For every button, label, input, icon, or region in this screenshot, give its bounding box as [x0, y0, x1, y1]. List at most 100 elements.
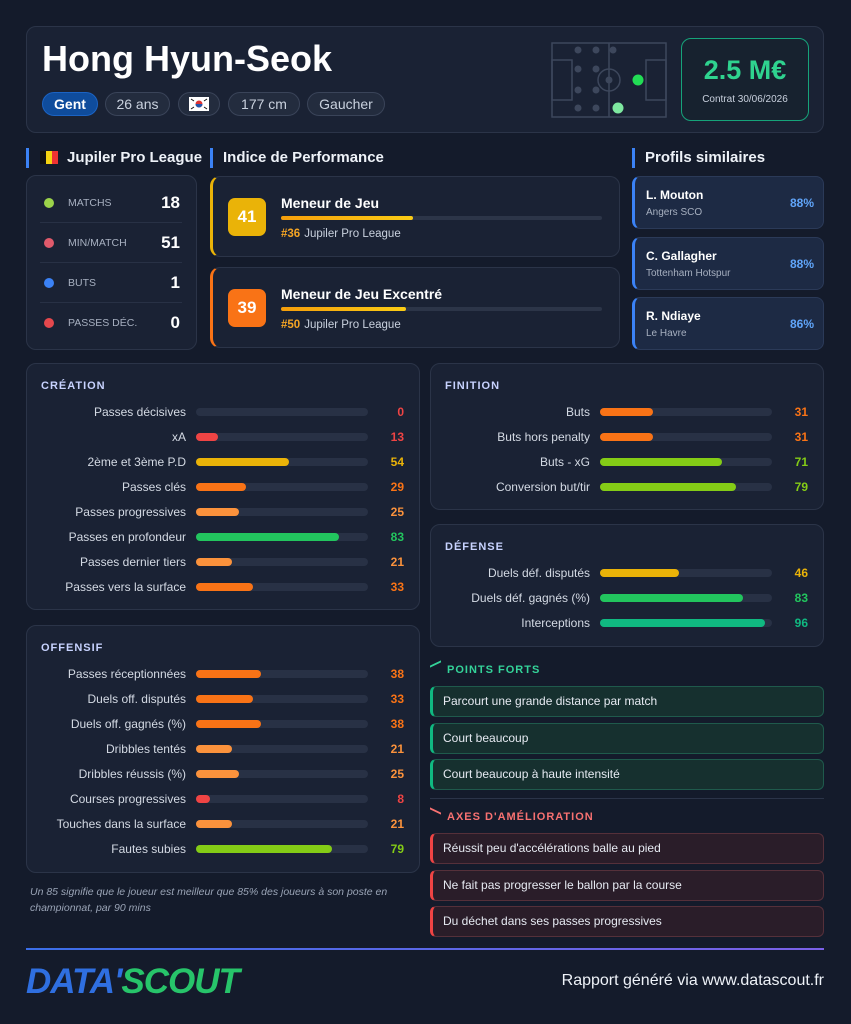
metric-label: Passes vers la surface	[65, 580, 186, 594]
metric-bar	[196, 720, 262, 728]
rank: #50	[281, 319, 301, 331]
footer-line	[26, 948, 824, 950]
metric-bar	[196, 583, 253, 591]
metric-track	[196, 770, 368, 778]
metric-track	[600, 569, 772, 577]
metric-value: 83	[390, 530, 404, 544]
tag: 26 ans	[105, 92, 170, 116]
similar-heading: Profils similaires	[632, 148, 822, 168]
flag-tag	[178, 92, 220, 116]
metric-value: 21	[390, 817, 404, 831]
metric-bar	[600, 433, 654, 441]
metric-track	[196, 433, 368, 441]
metric-track	[196, 745, 368, 753]
list-text: Parcourt une grande distance par match	[443, 694, 658, 708]
metric-track	[600, 594, 772, 602]
role-score: 41	[228, 198, 266, 236]
stat-icon	[44, 198, 54, 208]
metric-bar	[196, 845, 332, 853]
market-value: 2.5 M€	[703, 55, 787, 85]
similar-match: 88%	[789, 196, 814, 210]
player-name: Hong Hyun-Seok	[42, 38, 333, 79]
list-title: AXES D'AMÉLIORATION	[447, 811, 594, 823]
metric-bar	[196, 795, 210, 803]
stat-icon	[44, 238, 54, 248]
league-heading: Jupiler Pro League	[26, 148, 206, 168]
similar-card	[632, 236, 824, 290]
divider	[40, 222, 182, 223]
metric-value: 33	[390, 692, 404, 706]
list-text: Court beaucoup à haute intensité	[443, 767, 620, 781]
metric-label: Duels déf. gagnés (%)	[471, 591, 590, 605]
metric-label: Passes décisives	[93, 405, 186, 419]
metric-value: 46	[794, 566, 808, 580]
role-bar	[281, 216, 413, 220]
metric-track	[196, 508, 368, 516]
metric-label: Passes en profondeur	[68, 530, 186, 544]
metric-value: 31	[794, 430, 808, 444]
metric-value: 96	[794, 616, 808, 630]
similar-match: 86%	[789, 317, 814, 331]
list-divider	[430, 798, 824, 799]
similar-club: Tottenham Hotspur	[646, 267, 731, 279]
metric-value: 38	[390, 717, 404, 731]
metric-label: Touches dans la surface	[56, 817, 186, 831]
metric-value: 83	[794, 591, 808, 605]
stat-value: 51	[161, 233, 180, 252]
logo-part: SCOUT	[121, 962, 239, 1001]
stat-value: 1	[170, 273, 180, 292]
footer-text: Rapport généré via www.datascout.fr	[561, 972, 824, 989]
metric-label: Passes réceptionnées	[67, 667, 186, 681]
metric-track	[196, 458, 368, 466]
role-rank: #50 Jupiler Pro League	[281, 319, 401, 331]
metric-value: 79	[794, 480, 808, 494]
metric-track	[600, 433, 772, 441]
list-title: POINTS FORTS	[447, 664, 541, 676]
metric-label: Dribbles tentés	[105, 742, 186, 756]
performance-heading: Indice de Performance	[210, 148, 460, 168]
metric-track	[196, 583, 368, 591]
metric-bar	[196, 533, 339, 541]
divider	[40, 262, 182, 263]
metric-label: Passes dernier tiers	[79, 555, 186, 569]
note: Un 85 signifie que le joueur est meilleu…	[30, 886, 388, 914]
tag: Gaucher	[307, 92, 385, 116]
list-text: Court beaucoup	[443, 730, 529, 745]
stat-icon	[44, 318, 54, 328]
metric-label: Duels off. gagnés (%)	[70, 717, 186, 731]
list-text: Du déchet dans ses passes progressives	[443, 914, 662, 928]
role-name: Meneur de Jeu Excentré	[281, 286, 443, 302]
metric-bar	[600, 619, 766, 627]
stat-label: MATCHS	[68, 197, 112, 209]
metric-track	[196, 845, 368, 853]
metric-value: 29	[390, 480, 404, 494]
metric-value: 71	[794, 455, 808, 469]
value-card	[681, 38, 809, 121]
contract: Contrat 30/06/2026	[702, 94, 788, 105]
logo-part: DATA'	[26, 962, 122, 1001]
metric-label: Passes clés	[121, 480, 186, 494]
rank-league: Jupiler Pro League	[304, 319, 401, 331]
club-tag: Gent	[42, 92, 98, 116]
role-track	[281, 216, 602, 220]
similar-name: L. Mouton	[646, 188, 704, 202]
similar-club: Angers SCO	[646, 207, 703, 218]
metric-track	[196, 558, 368, 566]
metric-track	[196, 483, 368, 491]
metric-track	[600, 483, 772, 491]
rank-league: Jupiler Pro League	[304, 228, 401, 240]
metric-value: 0	[397, 405, 404, 419]
metric-track	[600, 619, 772, 627]
list-text: Ne fait pas progresser le ballon par la …	[443, 877, 682, 892]
similar-card	[632, 297, 824, 350]
metric-label: Courses progressives	[69, 792, 186, 806]
section-title: DÉFENSE	[445, 541, 504, 553]
tag: 177 cm	[228, 92, 300, 116]
metric-value: 13	[390, 430, 404, 444]
metric-track	[196, 670, 368, 678]
list-item	[430, 722, 824, 754]
similar-name: C. Gallagher	[646, 248, 717, 263]
metric-bar	[600, 594, 743, 602]
metric-bar	[196, 558, 233, 566]
metric-label: Dribbles réussis (%)	[78, 767, 186, 781]
